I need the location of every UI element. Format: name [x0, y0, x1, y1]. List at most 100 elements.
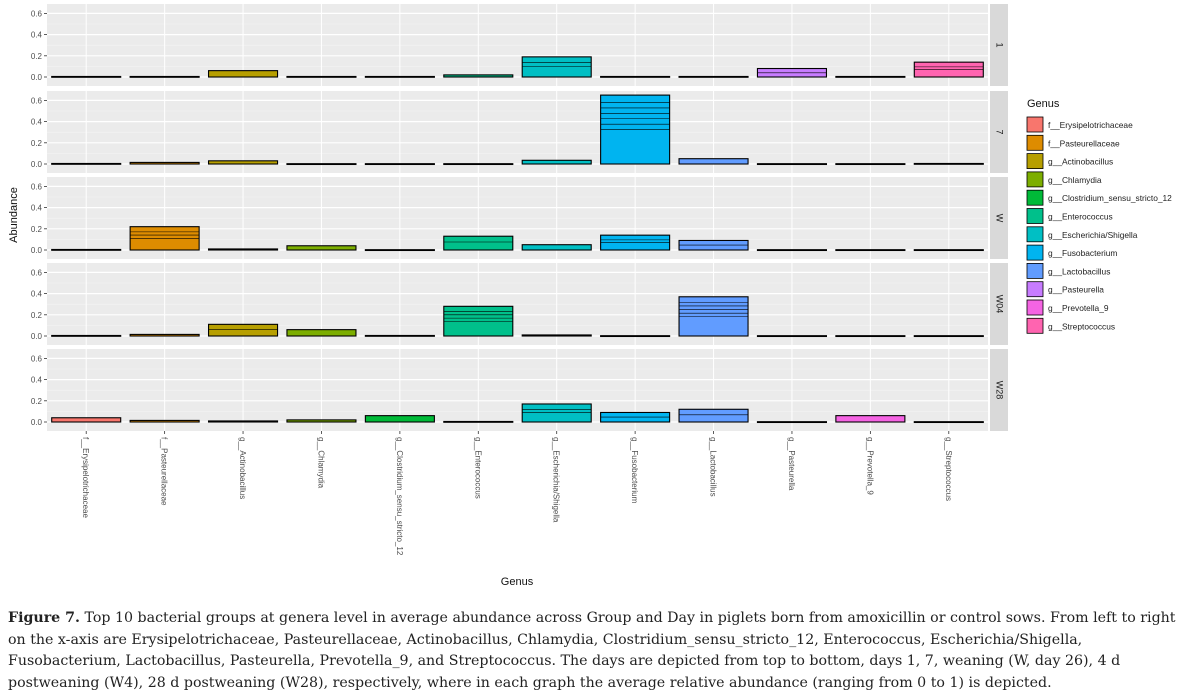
legend-swatch: [1026, 189, 1044, 206]
legend-swatch: [1026, 208, 1044, 224]
legend-label: g__Prevotella_9: [1048, 303, 1109, 313]
legend-label: g__Fusobacterium: [1048, 248, 1117, 258]
x-tick-label: g__Fusobacterium: [630, 437, 639, 504]
bar-g-lactobacillus: [678, 158, 749, 165]
x-tick-label: g__Chlamydia: [316, 437, 325, 489]
bar-g-streptococcus: [913, 421, 984, 424]
bar-g-fusobacterium: [600, 75, 671, 78]
bar-g-chlamydia: [286, 75, 357, 78]
bar-g-clostridium-sensu-stricto-12: [364, 334, 435, 337]
x-tick-label: g__Enterococcus: [473, 437, 482, 499]
x-tick-label: g__Clostridium_sensu_stricto_12: [395, 437, 404, 556]
bar-f-erysipelotrichaceae: [51, 162, 122, 165]
bar-g-enterococcus: [443, 163, 514, 166]
bar-g-enterococcus: [443, 74, 514, 78]
bar-g-actinobacillus: [207, 248, 279, 251]
bar-g-clostridium-sensu-stricto-12: [364, 415, 435, 423]
facet-strip-label: 1: [995, 42, 1005, 47]
legend-label: f__Pasteurellaceae: [1048, 138, 1120, 148]
bar-g-prevotella-9: [835, 249, 906, 252]
y-tick-label: 0.2: [31, 52, 43, 61]
bar-g-chlamydia: [286, 245, 357, 251]
legend-label: g__Escherichia/Shigella: [1048, 230, 1138, 240]
bar-g-streptococcus: [913, 335, 984, 338]
y-tick-label: 0.6: [31, 96, 43, 105]
bar-g-escherichia-shigella: [521, 244, 592, 251]
bar-g-streptococcus: [913, 162, 984, 165]
legend-swatch: [1026, 317, 1044, 334]
y-tick-label: 0.2: [31, 311, 43, 320]
bar-g-prevotella-9: [835, 335, 906, 338]
legend-title: Genus: [1027, 98, 1060, 110]
bar-g-streptococcus: [913, 249, 984, 252]
legend-swatch: [1026, 134, 1044, 151]
y-tick-label: 0.0: [31, 160, 43, 169]
bar-g-chlamydia: [286, 163, 357, 166]
y-tick-label: 0.4: [31, 376, 43, 385]
bar-f-pasteurellaceae: [129, 333, 200, 337]
y-tick-label: 0.2: [31, 139, 43, 148]
legend-label: g__Pasteurella: [1048, 285, 1104, 295]
bar-g-actinobacillus: [207, 70, 279, 78]
bar-f-pasteurellaceae: [129, 419, 200, 423]
bar-g-pasteurella: [756, 249, 828, 252]
y-tick-label: 0.0: [31, 246, 43, 255]
bar-g-escherichia-shigella: [521, 403, 592, 423]
y-tick-label: 0.6: [31, 354, 43, 363]
figure-caption-label: Figure 7.: [8, 610, 80, 626]
bar-f-erysipelotrichaceae: [51, 248, 122, 251]
y-tick-label: 0.4: [31, 290, 43, 299]
bar-g-pasteurella: [756, 421, 828, 424]
legend-swatch: [1026, 281, 1044, 298]
bar-g-escherichia-shigella: [521, 159, 592, 165]
legend-swatch: [1026, 244, 1044, 261]
facet-strip: [990, 91, 1008, 173]
facet-strip: [990, 349, 1008, 431]
bar-g-pasteurella: [756, 335, 828, 338]
bar-g-chlamydia: [286, 329, 357, 337]
bar-g-pasteurella: [756, 163, 828, 166]
bar-g-fusobacterium: [600, 335, 671, 338]
legend-label: g__Clostridium_sensu_stricto_12: [1048, 193, 1172, 203]
y-tick-label: 0.0: [31, 73, 43, 82]
legend-label: g__Lactobacillus: [1048, 266, 1110, 276]
y-axis-title: Abundance: [8, 187, 20, 243]
bar-g-lactobacillus: [678, 296, 749, 337]
bar-g-clostridium-sensu-stricto-12: [364, 75, 435, 78]
legend-label: g__Actinobacillus: [1048, 157, 1113, 167]
figure-caption: Figure 7. Top 10 bacterial groups at gen…: [8, 608, 1194, 694]
legend-label: g__Chlamydia: [1048, 175, 1102, 185]
bar-g-enterococcus: [443, 420, 514, 423]
y-tick-label: 0.6: [31, 182, 43, 191]
legend-label: g__Streptococcus: [1048, 321, 1115, 331]
bar-g-chlamydia: [286, 419, 357, 423]
y-tick-label: 0.2: [31, 397, 43, 406]
faceted-bar-chart: 0.00.20.40.610.00.20.40.670.00.20.40.6W0…: [8, 4, 1172, 588]
facet-strip: [990, 177, 1008, 259]
legend-swatch: [1026, 153, 1044, 170]
facet-strip-label: W28: [995, 381, 1005, 400]
x-tick-label: f__Pasteurellaceae: [160, 437, 169, 506]
bar-g-enterococcus: [443, 235, 514, 251]
bar-g-clostridium-sensu-stricto-12: [364, 249, 435, 252]
bar-g-lactobacillus: [678, 75, 749, 78]
y-tick-label: 0.4: [31, 204, 43, 213]
facet-strip-label: W: [995, 214, 1005, 223]
facet-strip-label: 7: [995, 129, 1005, 134]
y-tick-label: 0.6: [31, 268, 43, 277]
bar-g-actinobacillus: [207, 323, 279, 337]
y-tick-label: 0.6: [31, 9, 43, 18]
legend-swatch: [1026, 226, 1044, 243]
bar-f-pasteurellaceae: [129, 161, 200, 165]
legend-label: f__Erysipelotrichaceae: [1048, 120, 1133, 130]
legend-label: g__Enterococcus: [1048, 212, 1113, 222]
bar-g-lactobacillus: [678, 408, 749, 423]
bar-g-escherichia-shigella: [521, 334, 592, 337]
facet-strip-label: W04: [995, 295, 1005, 314]
x-tick-label: g__Lactobacillus: [709, 437, 718, 497]
bar-f-erysipelotrichaceae: [51, 334, 122, 337]
x-tick-label: g__Pasteurella: [787, 437, 796, 491]
bar-f-pasteurellaceae: [129, 75, 200, 78]
y-tick-label: 0.0: [31, 332, 43, 341]
bar-f-erysipelotrichaceae: [51, 75, 122, 78]
